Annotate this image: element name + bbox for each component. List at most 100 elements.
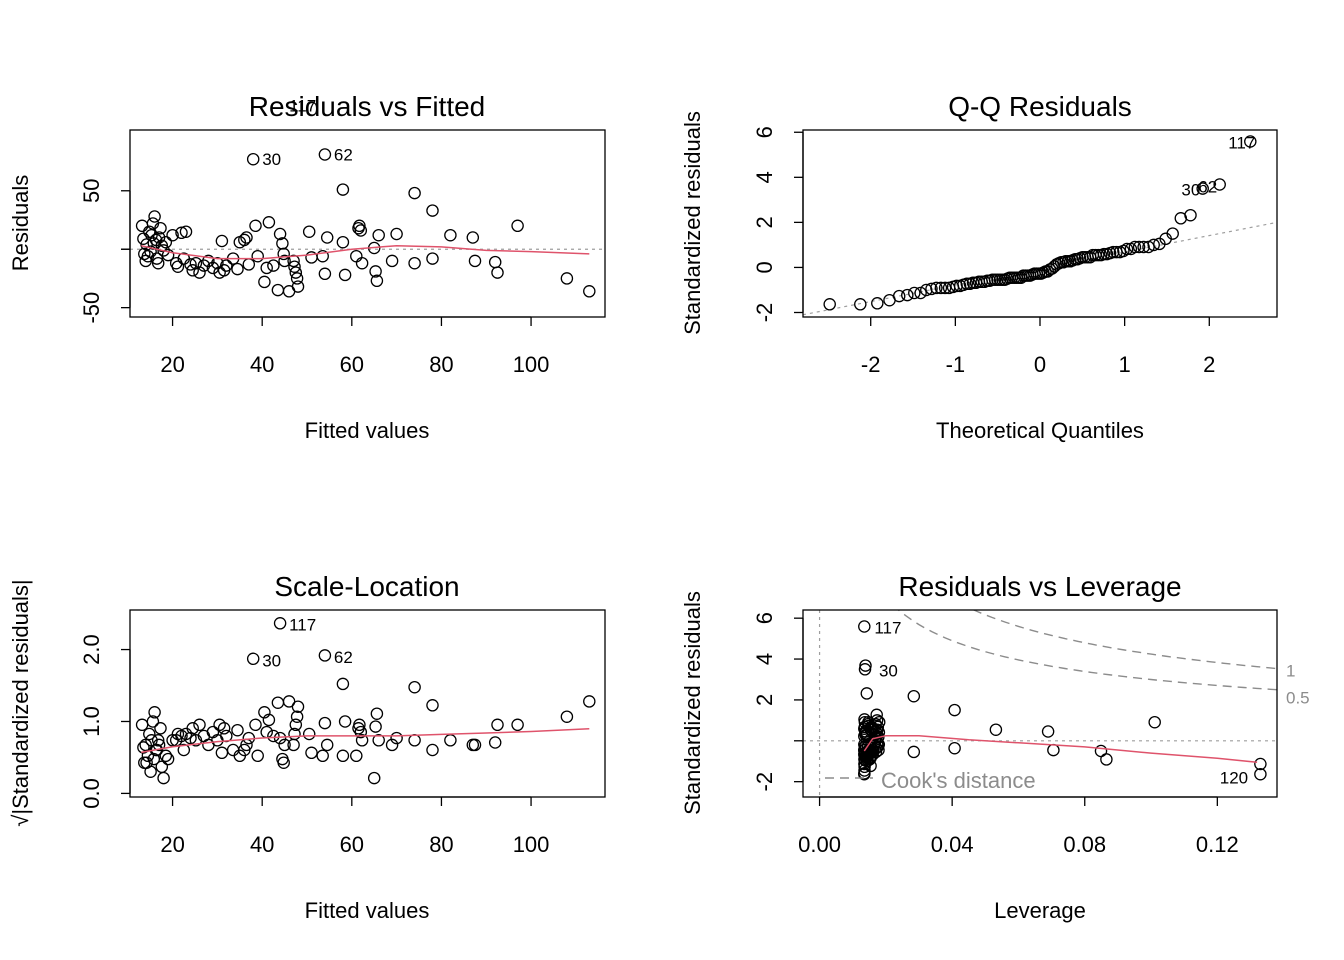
y-tick-label: 6 bbox=[752, 612, 777, 624]
y-tick-label: 50 bbox=[79, 179, 104, 203]
data-point bbox=[925, 282, 938, 296]
y-axis-label: Standardized residuals bbox=[680, 591, 705, 815]
data-point bbox=[511, 219, 524, 233]
data-point bbox=[305, 746, 318, 760]
data-point bbox=[385, 254, 399, 268]
data-point bbox=[370, 707, 384, 720]
data-point bbox=[258, 706, 271, 719]
y-tick-label: 0 bbox=[752, 261, 777, 273]
data-point bbox=[583, 695, 596, 708]
data-point bbox=[318, 148, 332, 161]
data-point bbox=[350, 749, 363, 763]
y-tick-label: 2 bbox=[752, 216, 777, 228]
data-point bbox=[1047, 743, 1060, 757]
x-tick-label: 2 bbox=[1203, 352, 1215, 377]
scale-location-panel: 20 40 60 80 100 0.0 1.0 2.0 Scale-Location Fitted… bbox=[8, 571, 606, 923]
data-point bbox=[186, 722, 199, 735]
data-point bbox=[289, 718, 303, 732]
data-point bbox=[215, 746, 229, 760]
data-point bbox=[858, 620, 871, 633]
data-point bbox=[1094, 744, 1108, 758]
data-point bbox=[179, 225, 193, 238]
residuals-vs-fitted-panel: 20 40 60 80 100 -50 50 Residuals vs Fitted Fitte… bbox=[8, 91, 606, 443]
data-point bbox=[1166, 227, 1179, 240]
data-point bbox=[907, 689, 921, 703]
y-tick-label: -2 bbox=[752, 772, 777, 792]
data-point bbox=[260, 725, 273, 739]
point-label: 30 bbox=[1181, 181, 1200, 200]
data-point bbox=[211, 256, 224, 270]
data-point bbox=[171, 260, 185, 273]
y-tick-label: 4 bbox=[752, 171, 777, 183]
data-point bbox=[867, 722, 880, 735]
data-point bbox=[316, 749, 329, 763]
x-tick-label: -1 bbox=[946, 352, 966, 377]
data-point bbox=[146, 715, 160, 728]
panel-title: Residuals vs Leverage bbox=[898, 571, 1181, 602]
y-tick-label: 1.0 bbox=[79, 706, 104, 737]
x-tick-label: -2 bbox=[861, 352, 881, 377]
plot-area bbox=[130, 148, 605, 298]
data-point bbox=[193, 266, 206, 279]
cooks-level-label: 1 bbox=[1286, 662, 1295, 681]
data-point bbox=[231, 262, 244, 276]
point-label: 62 bbox=[1198, 177, 1217, 196]
data-point bbox=[864, 752, 877, 765]
data-point bbox=[145, 228, 158, 242]
data-point bbox=[353, 718, 366, 732]
point-label: 30 bbox=[262, 150, 281, 169]
y-tick-label: -50 bbox=[79, 292, 104, 324]
data-point bbox=[583, 285, 596, 298]
data-point bbox=[251, 249, 264, 263]
data-point bbox=[273, 227, 287, 241]
data-point bbox=[154, 722, 167, 735]
data-point bbox=[291, 280, 305, 293]
data-point bbox=[1184, 208, 1197, 222]
data-point bbox=[860, 687, 874, 700]
data-point bbox=[355, 734, 369, 747]
point-label: 117 bbox=[289, 615, 316, 634]
data-point bbox=[240, 231, 253, 244]
data-point bbox=[151, 734, 165, 747]
plot-frame bbox=[129, 609, 606, 798]
data-point bbox=[262, 713, 276, 727]
y-tick-label: 0.0 bbox=[79, 778, 104, 809]
plot-area bbox=[803, 610, 1277, 797]
data-point bbox=[336, 749, 350, 763]
data-point bbox=[892, 289, 906, 303]
x-tick-label: 0.04 bbox=[931, 832, 974, 857]
data-point bbox=[1254, 767, 1267, 781]
point-label: 120 bbox=[1220, 769, 1248, 788]
data-point bbox=[260, 261, 273, 275]
data-point bbox=[948, 741, 961, 755]
data-point bbox=[318, 267, 332, 281]
data-point bbox=[215, 234, 229, 248]
data-point bbox=[871, 297, 884, 310]
data-point bbox=[408, 186, 421, 200]
data-point bbox=[488, 736, 502, 749]
data-point bbox=[866, 743, 880, 757]
plot-frame bbox=[129, 129, 606, 318]
data-point bbox=[1147, 238, 1160, 252]
data-point bbox=[278, 738, 291, 752]
data-point bbox=[369, 720, 382, 733]
data-point bbox=[1132, 240, 1146, 254]
data-point bbox=[220, 259, 233, 272]
data-point bbox=[246, 652, 260, 666]
data-point bbox=[150, 252, 164, 265]
data-point bbox=[159, 235, 173, 249]
data-point bbox=[193, 718, 206, 732]
x-tick-label: 0.08 bbox=[1063, 832, 1106, 857]
data-point bbox=[1041, 725, 1055, 738]
data-point bbox=[367, 771, 381, 785]
y-tick-label: 6 bbox=[752, 126, 777, 138]
plot-frame bbox=[802, 609, 1278, 798]
data-point bbox=[249, 219, 262, 233]
data-point bbox=[288, 260, 301, 273]
data-point bbox=[320, 231, 334, 244]
data-point bbox=[1097, 247, 1111, 261]
data-point bbox=[948, 703, 961, 717]
data-point bbox=[426, 204, 439, 217]
legend-label: Cook's distance bbox=[881, 768, 1036, 793]
data-point bbox=[302, 727, 316, 741]
